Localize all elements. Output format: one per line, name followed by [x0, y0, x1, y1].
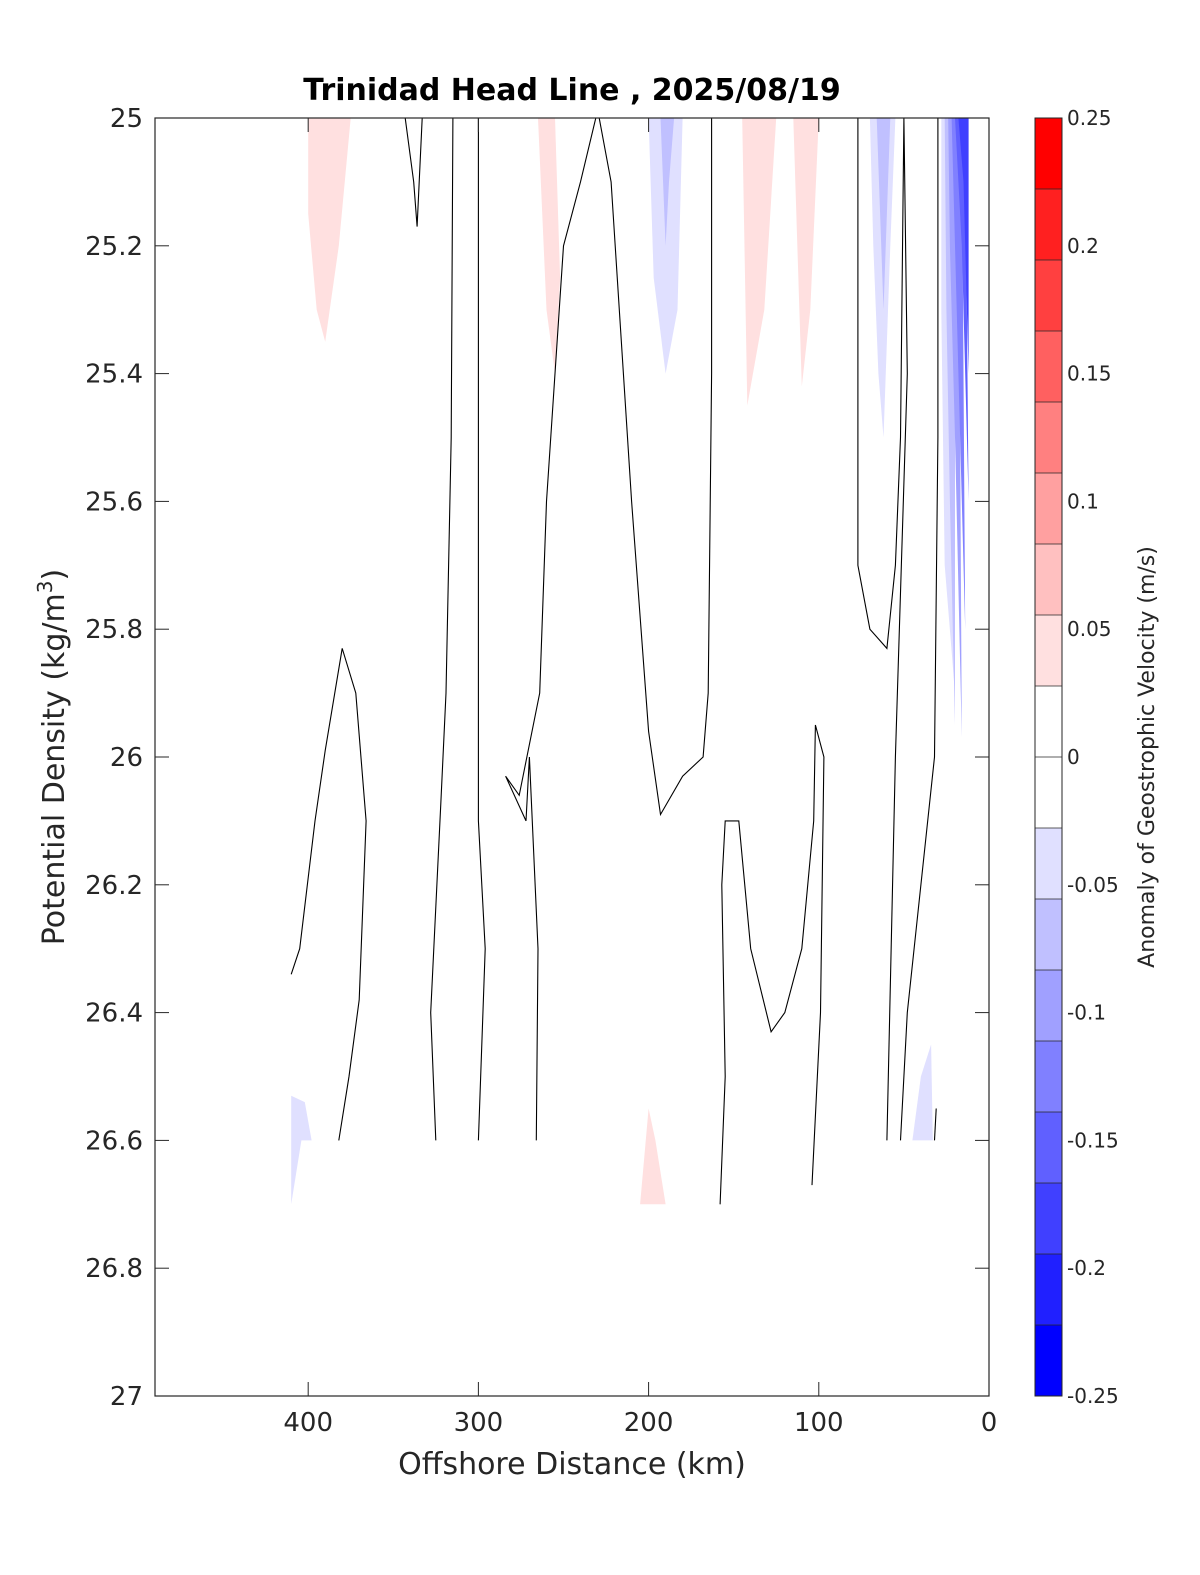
colorbar-swatch — [1035, 899, 1062, 971]
filled-region — [308, 118, 351, 342]
filled-contour-regions — [291, 118, 969, 1205]
plot-area — [154, 117, 990, 1397]
y-tick-label: 25.6 — [85, 487, 143, 517]
y-tick-label: 26 — [110, 743, 143, 773]
y-tick-label: 25.2 — [85, 232, 143, 262]
x-tick-label: 100 — [794, 1408, 844, 1438]
colorbar-label: Anomaly of Geostrophic Velocity (m/s) — [1135, 546, 1160, 968]
colorbar-swatch — [1035, 757, 1062, 829]
colorbar-swatch — [1035, 473, 1062, 545]
zero-contour-line — [430, 117, 454, 1141]
x-tick-label: 200 — [624, 1408, 674, 1438]
filled-region — [742, 118, 777, 406]
colorbar-swatch — [1035, 1325, 1062, 1397]
colorbar — [1034, 117, 1063, 1397]
filled-region — [890, 501, 955, 1173]
filled-region — [767, 1089, 836, 1205]
zero-contour-line — [505, 117, 597, 1141]
y-tick-label: 25.8 — [85, 615, 143, 645]
colorbar-tick-label: 0.05 — [1067, 617, 1112, 641]
y-axis-label-base: Potential Density (kg/m — [37, 593, 72, 945]
zero-contour-line — [290, 648, 367, 1141]
colorbar-swatch — [1035, 686, 1062, 758]
colorbar-swatch — [1035, 260, 1062, 332]
colorbar-tick-label: 0.1 — [1067, 489, 1099, 513]
filled-region — [660, 118, 675, 246]
zero-contour-line — [933, 1108, 937, 1141]
y-tick-label: 25 — [110, 104, 143, 134]
colorbar-swatch — [1035, 1254, 1062, 1326]
colorbar-frame — [1034, 117, 1063, 1397]
filled-region — [291, 904, 346, 1141]
filled-region — [291, 118, 377, 904]
filled-region — [876, 118, 891, 310]
filled-region — [912, 1044, 933, 1141]
filled-region — [538, 118, 561, 374]
colorbar-tick-label: 0.15 — [1067, 362, 1112, 386]
y-tick-label: 26.8 — [85, 1254, 143, 1284]
colorbar-tick-label: -0.1 — [1067, 1001, 1106, 1025]
colorbar-swatch — [1035, 189, 1062, 261]
filled-region — [640, 1108, 666, 1205]
colorbar-swatch — [1035, 544, 1062, 616]
colorbar-swatch — [1035, 828, 1062, 900]
filled-region — [495, 1050, 525, 1141]
x-tick-label: 300 — [454, 1408, 504, 1438]
colorbar-tick-label: -0.2 — [1067, 1256, 1106, 1280]
colorbar-swatch — [1035, 402, 1062, 474]
colorbar-tick-label: -0.25 — [1067, 1384, 1119, 1408]
colorbar-tick-labels: 0.25 0.2 0.15 0.1 0.05 0 -0.05 -0.1 -0.15 -0.2 -0.… — [1067, 106, 1119, 1408]
y-tick-labels: 25 25.2 25.4 25.6 25.8 26 26.2 26.4 26.6 26.8 27 — [85, 104, 143, 1412]
colorbar-swatch — [1035, 1041, 1062, 1113]
colorbar-swatch — [1035, 1112, 1062, 1184]
filled-region — [618, 955, 692, 1205]
y-axis-label: Potential Density (kg/m3) — [33, 569, 72, 945]
zero-contour-line — [899, 118, 939, 1141]
colorbar-tick-label: 0 — [1067, 745, 1080, 769]
y-tick-label: 26.2 — [85, 871, 143, 901]
zero-contour-line — [404, 117, 423, 227]
zero-contour-line — [598, 117, 713, 817]
filled-region — [478, 118, 513, 502]
y-tick-label: 25.4 — [85, 360, 143, 390]
colorbar-swatch — [1035, 970, 1062, 1042]
y-tick-label: 26.6 — [85, 1126, 143, 1156]
zero-contour-line — [477, 118, 486, 1141]
x-tick-labels: 400 300 200 100 0 — [283, 1408, 997, 1438]
colorbar-swatch — [1035, 615, 1062, 687]
axis-ticks — [155, 117, 990, 1397]
chart-title: Trinidad Head Line , 2025/08/19 — [303, 73, 840, 108]
x-tick-label: 400 — [283, 1408, 333, 1438]
y-axis-label-superscript: 3 — [33, 580, 57, 593]
colorbar-tick-label: 0.25 — [1067, 106, 1112, 130]
colorbar-swatch — [1035, 1183, 1062, 1255]
y-tick-label: 27 — [110, 1382, 143, 1412]
filled-region — [291, 1095, 312, 1205]
filled-region — [958, 118, 969, 374]
colorbar-tick-label: -0.15 — [1067, 1128, 1119, 1152]
filled-region — [869, 118, 942, 1019]
filled-region — [793, 118, 819, 387]
zero-contour-lines — [290, 117, 939, 1205]
x-tick-label: 0 — [981, 1408, 998, 1438]
colorbar-swatch — [1035, 331, 1062, 403]
zero-contour-line — [857, 117, 908, 1141]
zero-contour-line — [719, 724, 825, 1205]
colorbar-tick-label: -0.05 — [1067, 873, 1119, 897]
x-axis-label: Offshore Distance (km) — [398, 1447, 746, 1482]
colorbar-swatch — [1035, 118, 1062, 190]
y-tick-label: 26.4 — [85, 999, 143, 1029]
colorbar-tick-label: 0.2 — [1067, 234, 1099, 258]
y-axis-label-end: ) — [37, 569, 72, 581]
